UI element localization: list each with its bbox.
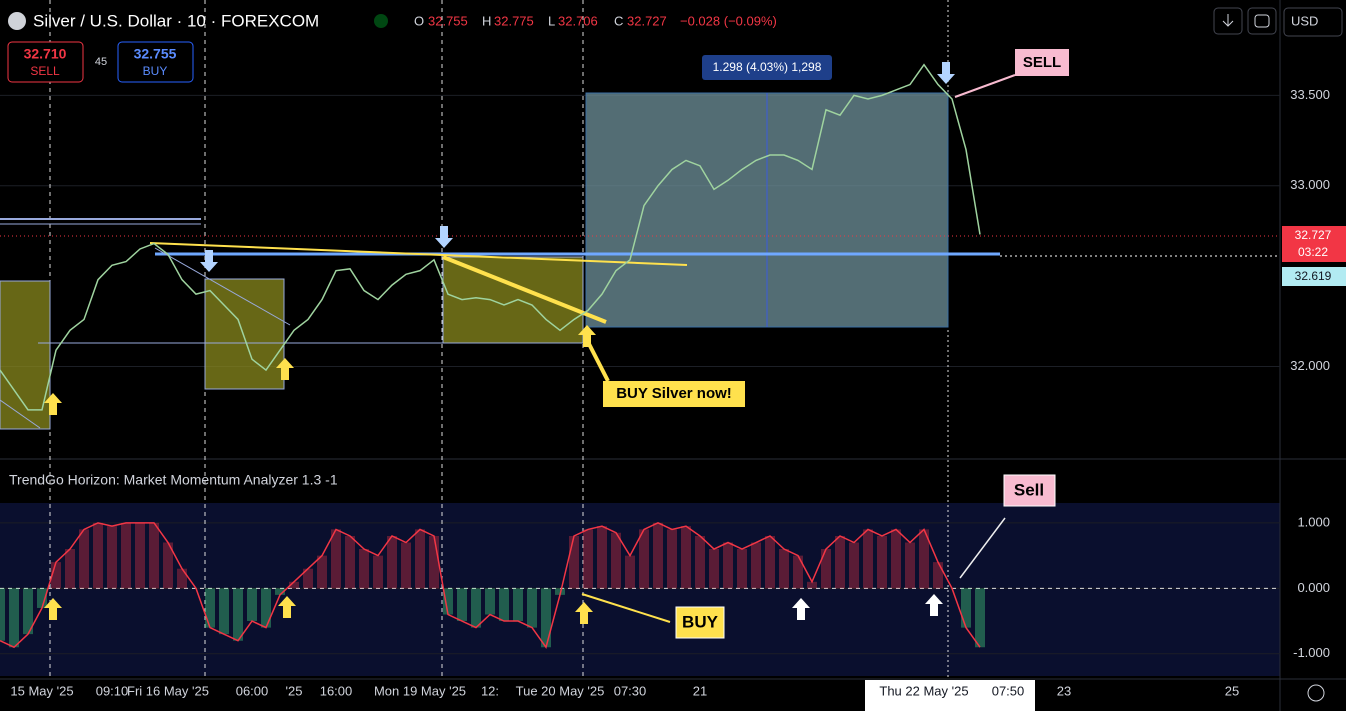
osc-sell-callout [1003, 474, 1056, 507]
x-tick-label: 15 May '25 [10, 683, 73, 698]
signal-arrow [792, 598, 810, 620]
ohlc-label: O [414, 13, 424, 28]
last-price: 32.727 [1295, 228, 1332, 242]
x-tick-label: 25 [1225, 683, 1239, 698]
y-tick-label: 33.500 [1290, 87, 1330, 102]
buy-price: 32.755 [134, 46, 177, 62]
y-tick-label: 32.000 [1290, 358, 1330, 373]
last-price-box [1282, 226, 1346, 262]
x-tick-label: 07:30 [614, 683, 647, 698]
callout-line [959, 517, 1006, 579]
signal-arrow [276, 358, 294, 380]
x-tick-label: Fri 16 May '25 [127, 683, 209, 698]
osc-sell-text: Sell [1014, 480, 1044, 499]
signal-arrow [278, 596, 296, 618]
y-tick-label: 1.000 [1297, 514, 1330, 529]
y-tick-label: -1.000 [1293, 645, 1330, 660]
grid: 32.000 33.000 33.500 1.000 0.000 -1.000 [0, 87, 1330, 660]
momentum-line [0, 522, 981, 649]
signal-arrow [435, 226, 453, 248]
level-box [1282, 267, 1346, 286]
x-tick-label: Thu 22 May '25 [879, 683, 968, 698]
osc-band [0, 588, 1280, 676]
zone-box [204, 278, 285, 390]
buy-label: BUY [143, 64, 168, 78]
callout-line [954, 74, 1016, 98]
crosshair-box [865, 680, 1035, 711]
button[interactable] [1247, 7, 1277, 35]
ohlc-change: −0.028 (−0.09%) [680, 13, 777, 28]
settings-icon[interactable] [1307, 684, 1325, 702]
ohlc-value: 32.755 [428, 13, 468, 28]
ohlc-label: C [614, 13, 623, 28]
trend-line [154, 247, 291, 326]
ohlc-value: 32.706 [558, 13, 598, 28]
trend-line [0, 399, 41, 429]
signal-arrow [925, 594, 943, 616]
sell-callout-text: SELL [1023, 54, 1061, 71]
ohlc-value: 32.727 [627, 13, 667, 28]
buy-button[interactable] [117, 41, 194, 83]
measure-label-box [702, 55, 832, 80]
signal-arrow [937, 62, 955, 84]
x-tick-label: '25 [286, 683, 303, 698]
sell-button[interactable] [7, 41, 84, 83]
currency: USD [1291, 13, 1318, 28]
x-tick-label: 21 [693, 683, 707, 698]
buy-callout [603, 381, 745, 407]
x-tick-label: 12: [481, 683, 499, 698]
ohlc-value: 32.775 [494, 13, 534, 28]
x-tick-label: Tue 20 May '25 [516, 683, 605, 698]
price-line [0, 63, 981, 411]
ohlc-label: H [482, 13, 491, 28]
icon [1222, 14, 1234, 27]
zone-box [442, 256, 584, 344]
sell-label: SELL [30, 64, 60, 78]
callout-line [581, 593, 671, 623]
trend-line [442, 255, 607, 324]
trend-line [149, 242, 688, 266]
currency-button[interactable] [1283, 7, 1343, 37]
x-tick-label: 06:00 [236, 683, 269, 698]
x-tick-label: 07:50 [992, 683, 1025, 698]
signal-arrow [578, 325, 596, 347]
symbol-icon [8, 12, 26, 30]
icon [1254, 14, 1270, 28]
spread: 45 [95, 56, 107, 68]
buy-callout-text: BUY Silver now! [616, 385, 732, 402]
y-tick-label: 0.000 [1297, 580, 1330, 595]
x-tick-label: 16:00 [320, 683, 353, 698]
y-tick-label: 33.000 [1290, 177, 1330, 192]
osc-buy-callout [675, 606, 725, 639]
market-status [374, 14, 388, 28]
symbol[interactable]: Silver / U.S. Dollar · 10 · FOREXCOM [33, 11, 319, 30]
level-price: 32.619 [1295, 269, 1332, 283]
osc-buy-text: BUY [682, 612, 719, 631]
x-tick-label: 23 [1057, 683, 1071, 698]
series [0, 63, 985, 649]
ohlc-label: L [548, 13, 555, 28]
signal-arrow [44, 393, 62, 415]
signal-arrow [575, 602, 593, 624]
x-tick-label: Mon 19 May '25 [374, 683, 466, 698]
sell-price: 32.710 [24, 46, 67, 62]
measure-label: 1.298 (4.03%) 1,298 [713, 60, 822, 74]
sell-callout [1015, 49, 1069, 76]
arrows [44, 62, 955, 624]
signal-arrow [200, 250, 218, 272]
signal-arrow [44, 598, 62, 620]
indicator-title: TrendGo Horizon: Market Momentum Analyze… [9, 472, 338, 488]
osc-band [0, 503, 1280, 588]
callout-line [585, 339, 610, 382]
countdown: 03:22 [1298, 245, 1328, 259]
x-tick-label: 09:10 [96, 683, 129, 698]
